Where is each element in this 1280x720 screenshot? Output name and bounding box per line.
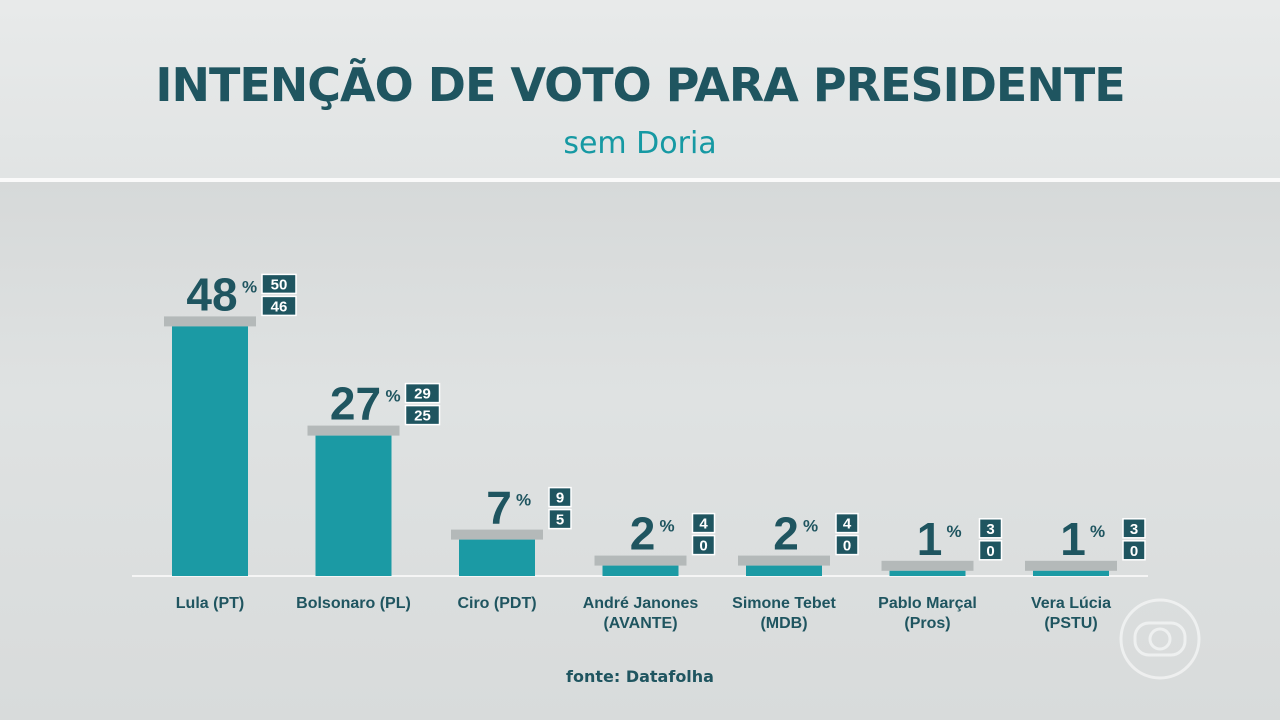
upper-bound-badge <box>261 273 297 295</box>
data-label: 27 <box>330 378 381 430</box>
broadcaster-logo-icon <box>1119 598 1201 680</box>
category-label: (Pros) <box>904 615 950 632</box>
bar <box>459 539 535 576</box>
data-label: 1 <box>1060 513 1086 565</box>
lower-bound-badge <box>261 295 297 317</box>
bar-cap <box>451 529 543 540</box>
category-label: (PSTU) <box>1044 615 1097 632</box>
bar-cap <box>881 560 974 571</box>
percent-sign: % <box>660 517 675 536</box>
percent-sign: % <box>947 522 962 541</box>
upper-bound-label: 50 <box>271 276 288 293</box>
data-label: 48 <box>186 268 237 320</box>
upper-bound-label: 3 <box>1130 521 1138 538</box>
data-label: 7 <box>486 482 512 534</box>
category-label: Simone Tebet <box>732 595 836 612</box>
lower-bound-label: 0 <box>1130 543 1138 560</box>
bar <box>172 326 248 576</box>
bar <box>889 570 966 576</box>
bar-cap <box>1025 560 1117 571</box>
upper-bound-badge <box>548 486 572 508</box>
lower-bound-label: 0 <box>699 538 707 555</box>
chart-title: INTENÇÃO DE VOTO PARA PRESIDENTE <box>155 58 1125 112</box>
category-label: Lula (PT) <box>176 595 244 612</box>
lower-bound-label: 25 <box>414 408 431 425</box>
lower-bound-badge <box>978 540 1003 561</box>
category-label: Vera Lúcia <box>1031 595 1111 612</box>
lower-bound-badge <box>548 508 572 530</box>
percent-sign: % <box>242 277 257 296</box>
lower-bound-label: 0 <box>986 543 994 560</box>
data-label: 1 <box>917 513 943 565</box>
data-label: 2 <box>773 508 799 560</box>
bar-cap <box>307 425 400 436</box>
category-label: André Janones <box>583 595 699 612</box>
upper-bound-label: 3 <box>986 521 994 538</box>
upper-bound-label: 29 <box>414 386 431 403</box>
lower-bound-badge <box>835 534 859 556</box>
bar <box>746 565 822 576</box>
percent-sign: % <box>516 491 531 510</box>
bar-cap <box>738 555 830 566</box>
bar <box>602 565 679 576</box>
lower-bound-badge <box>691 534 716 556</box>
bar-cap <box>164 316 256 327</box>
category-label: (MDB) <box>760 615 807 632</box>
lower-bound-label: 46 <box>271 298 288 315</box>
source-note: fonte: Datafolha <box>566 667 714 686</box>
upper-bound-badge <box>1122 518 1146 539</box>
lower-bound-label: 0 <box>843 538 851 555</box>
upper-bound-badge <box>691 512 716 534</box>
category-label: Pablo Marçal <box>878 595 977 612</box>
upper-bound-badge <box>835 512 859 534</box>
percent-sign: % <box>386 387 401 406</box>
upper-bound-label: 4 <box>699 516 708 533</box>
bar-cap <box>594 555 687 566</box>
lower-bound-badge <box>1122 540 1146 561</box>
lower-bound-badge <box>404 404 441 426</box>
lower-bound-label: 5 <box>556 512 564 529</box>
category-label: Bolsonaro (PL) <box>296 595 411 612</box>
upper-bound-label: 9 <box>556 490 564 507</box>
data-label: 2 <box>630 508 656 560</box>
bar <box>315 435 392 576</box>
header-panel: INTENÇÃO DE VOTO PARA PRESIDENTE sem Dor… <box>0 0 1280 178</box>
bar <box>1033 570 1109 576</box>
percent-sign: % <box>1090 522 1105 541</box>
chart-subtitle: sem Doria <box>563 126 717 161</box>
category-label: (AVANTE) <box>603 615 677 632</box>
upper-bound-badge <box>978 518 1003 539</box>
header-divider <box>0 178 1280 182</box>
upper-bound-label: 4 <box>843 516 852 533</box>
percent-sign: % <box>803 517 818 536</box>
category-label: Ciro (PDT) <box>457 595 536 612</box>
upper-bound-badge <box>404 382 441 404</box>
